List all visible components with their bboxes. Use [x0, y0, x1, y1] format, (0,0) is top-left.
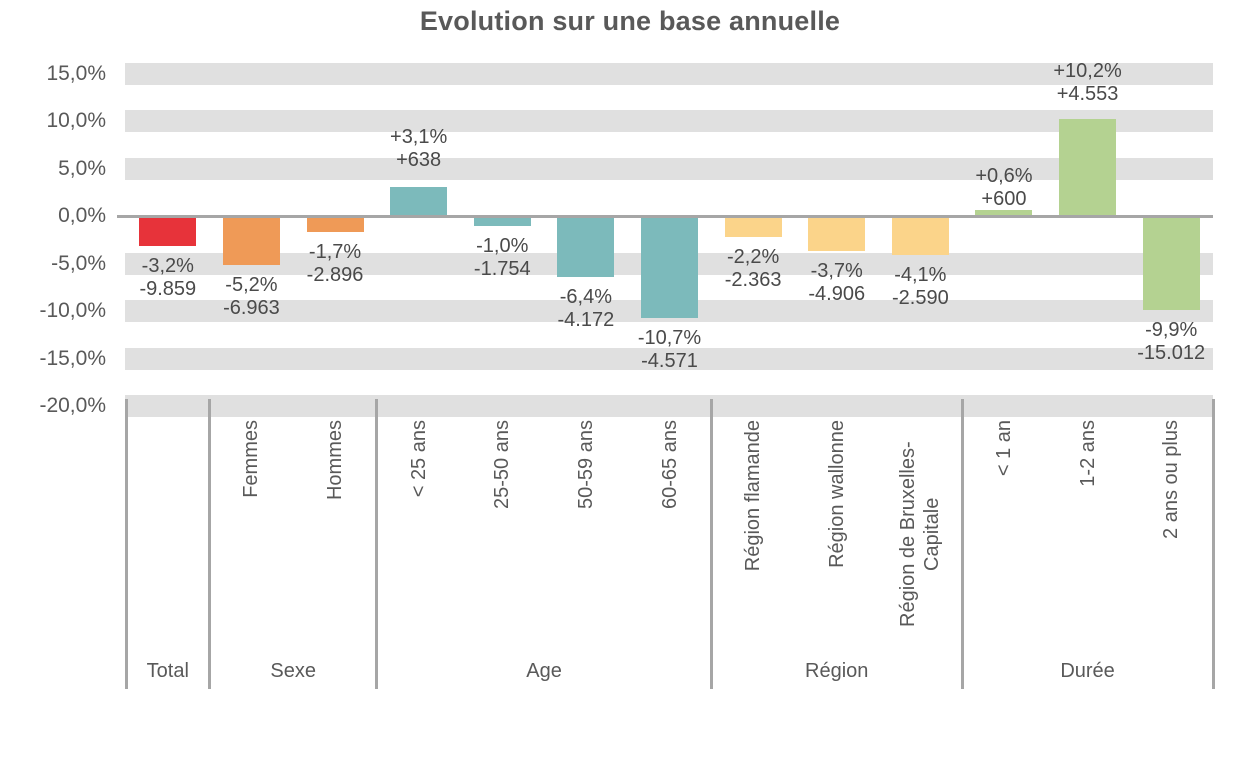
bar-value-label-region-de-bruxelles-capitale: -4,1% -2.590 — [892, 264, 949, 310]
bar-pct-label: +0,6% — [975, 165, 1033, 188]
bar-value-label-femmes: -5,2% -6.963 — [223, 274, 280, 320]
bar-value-label-60-65-ans: -10,7% -4.571 — [638, 327, 701, 373]
chart-title: Evolution sur une base annuelle — [419, 6, 841, 36]
bar-pct-label: +10,2% — [1053, 60, 1122, 83]
category-label-25-ans: < 25 ans — [407, 420, 430, 498]
bar-value-label-1-2-ans: +10,2% +4.553 — [1053, 60, 1121, 106]
y-tick-label: 0,0% — [58, 204, 106, 227]
bar-value-label-25-ans: +3,1% +638 — [390, 126, 447, 172]
category-label-1-an: < 1 an — [992, 420, 1015, 477]
category-label-50-59-ans: 50-59 ans — [574, 420, 597, 509]
bar-pct-label: -1,7% — [308, 241, 362, 264]
group-label-duree: Durée — [1060, 660, 1115, 682]
category-label-region-de-bruxelles-capitale: Région de Bruxelles-Capitale — [897, 441, 944, 627]
bar-2-ans-ou-plus — [1142, 216, 1200, 311]
bar-value-label-1-an: +0,6% +600 — [975, 165, 1032, 211]
bar-60-65-ans — [641, 216, 698, 318]
bar-pct-label: -6,4% — [559, 285, 612, 308]
bar-50-59-ans — [557, 216, 615, 277]
category-label-hommes: Hommes — [324, 420, 347, 501]
bar-pct-label: -1,0% — [476, 234, 529, 257]
bar-count-label: -15.012 — [1137, 342, 1206, 365]
bar-pct-label: -3,7% — [810, 260, 863, 283]
bar-value-label-region-flamande: -2,2% -2.363 — [725, 246, 782, 292]
bar-count-label: -2.363 — [724, 268, 782, 291]
group-divider — [124, 399, 128, 689]
bar-hommes — [306, 216, 364, 233]
group-divider — [1211, 399, 1215, 689]
y-tick-label: -20,0% — [39, 394, 106, 417]
bar-count-label: -2.590 — [891, 286, 949, 309]
group-label-total: Total — [146, 660, 189, 682]
bar-region-wallonne — [808, 216, 866, 252]
bar-count-label: +4.553 — [1056, 83, 1119, 106]
bar-25-50-ans — [473, 216, 531, 226]
category-label-2-ans-ou-plus: 2 ans ou plus — [1160, 420, 1183, 539]
bar-value-label-25-50-ans: -1,0% -1.754 — [474, 235, 531, 281]
bar-pct-label: +3,1% — [390, 125, 448, 148]
bar-femmes — [222, 216, 280, 266]
bar-pct-label: -10,7% — [637, 326, 702, 349]
bar-count-label: -1.754 — [473, 257, 531, 280]
bar-pct-label: -3,2% — [141, 255, 194, 278]
category-label-1-2-ans: 1-2 ans — [1076, 420, 1099, 487]
bar-25-ans — [390, 186, 448, 216]
bar-value-label-region-wallonne: -3,7% -4.906 — [808, 260, 865, 306]
bar-pct-label: -9,9% — [1145, 319, 1198, 342]
bar-1-an — [975, 210, 1033, 216]
bar-region-de-bruxelles-capitale — [891, 216, 949, 255]
category-label-60-65-ans: 60-65 ans — [658, 420, 681, 509]
gridline-band — [125, 62, 1213, 85]
group-label-age: Age — [526, 660, 562, 682]
category-label-region-flamande: Région flamande — [742, 420, 765, 572]
y-tick-label: 10,0% — [46, 109, 106, 132]
y-tick-label: 15,0% — [46, 61, 106, 85]
y-tick-label: -15,0% — [39, 346, 106, 370]
y-tick-label: -5,0% — [51, 251, 106, 275]
group-divider — [375, 399, 379, 689]
bar-count-label: -2.896 — [306, 264, 364, 287]
bar-region-flamande — [724, 216, 782, 237]
gridline-band — [125, 395, 1213, 417]
bar-count-label: +600 — [981, 188, 1027, 211]
bar-pct-label: -4,1% — [894, 263, 947, 286]
bar-count-label: -4.906 — [808, 283, 866, 306]
gridline-band — [125, 110, 1213, 132]
zero-axis-line — [117, 214, 1213, 218]
bar-total — [139, 216, 197, 247]
bar-count-label: -6.963 — [223, 297, 280, 320]
group-label-region: Région — [805, 660, 869, 682]
bar-count-label: -4.571 — [641, 349, 698, 372]
bar-count-label: -9.859 — [139, 278, 197, 301]
group-label-sexe: Sexe — [270, 660, 317, 682]
bar-value-label-2-ans-ou-plus: -9,9% -15.012 — [1137, 319, 1205, 365]
group-divider — [208, 399, 212, 689]
bar-1-2-ans — [1059, 119, 1117, 216]
y-tick-label: -10,0% — [39, 299, 106, 322]
bar-value-label-50-59-ans: -6,4% -4.172 — [558, 286, 615, 332]
bar-pct-label: -5,2% — [225, 274, 278, 297]
gridline-band — [125, 157, 1213, 180]
bar-pct-label: -2,2% — [726, 245, 780, 268]
group-divider — [960, 399, 964, 689]
bar-count-label: +638 — [396, 148, 442, 171]
group-divider — [709, 399, 713, 689]
y-tick-label: 5,0% — [58, 156, 106, 180]
bar-value-label-hommes: -1,7% -2.896 — [307, 241, 364, 287]
bar-value-label-total: -3,2% -9.859 — [139, 255, 196, 301]
category-label-25-50-ans: 25-50 ans — [491, 420, 514, 509]
category-label-femmes: Femmes — [240, 420, 263, 498]
gridline-band — [125, 347, 1213, 370]
bar-count-label: -4.172 — [557, 308, 615, 331]
category-label-region-wallonne: Région wallonne — [825, 420, 848, 568]
